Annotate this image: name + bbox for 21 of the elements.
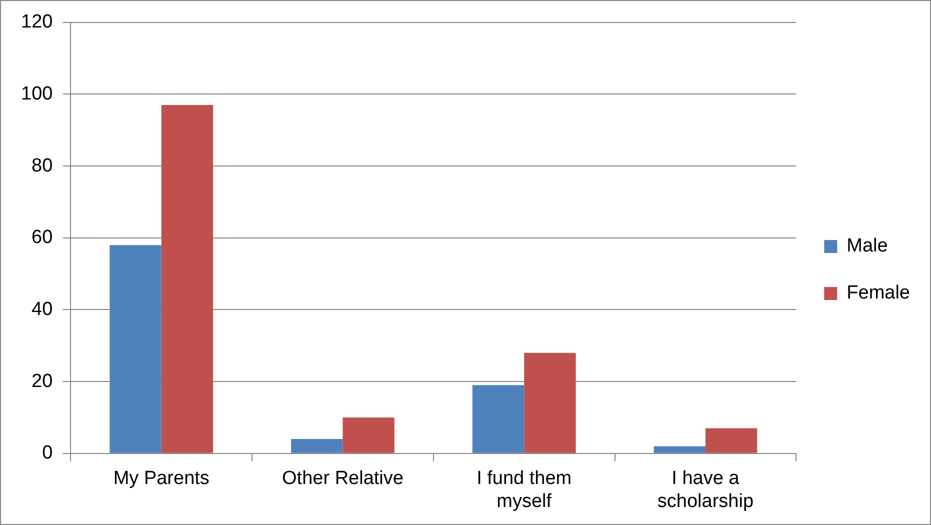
y-tick-label: 40 [32, 298, 53, 320]
x-tick-label: My Parents [113, 468, 210, 490]
bar [705, 428, 758, 453]
x-tick-label: I fund them myself [476, 468, 572, 512]
bar [291, 439, 343, 453]
bar [524, 352, 576, 453]
bar [472, 385, 524, 453]
y-tick-label: 120 [21, 12, 53, 33]
legend-label: Male [846, 236, 888, 257]
legend-label: Female [846, 282, 910, 304]
y-tick-label: 60 [32, 227, 53, 248]
bar [342, 417, 394, 453]
y-tick-label: 80 [32, 155, 53, 176]
y-tick-label: 100 [21, 83, 53, 104]
x-tick-label: Other Relative [282, 468, 404, 490]
bar [110, 245, 162, 453]
y-tick-label: 20 [32, 370, 53, 392]
y-tick-label: 0 [42, 442, 53, 464]
x-tick-label: I have a scholarship [657, 468, 754, 512]
bar [654, 446, 706, 453]
bar [161, 105, 214, 453]
